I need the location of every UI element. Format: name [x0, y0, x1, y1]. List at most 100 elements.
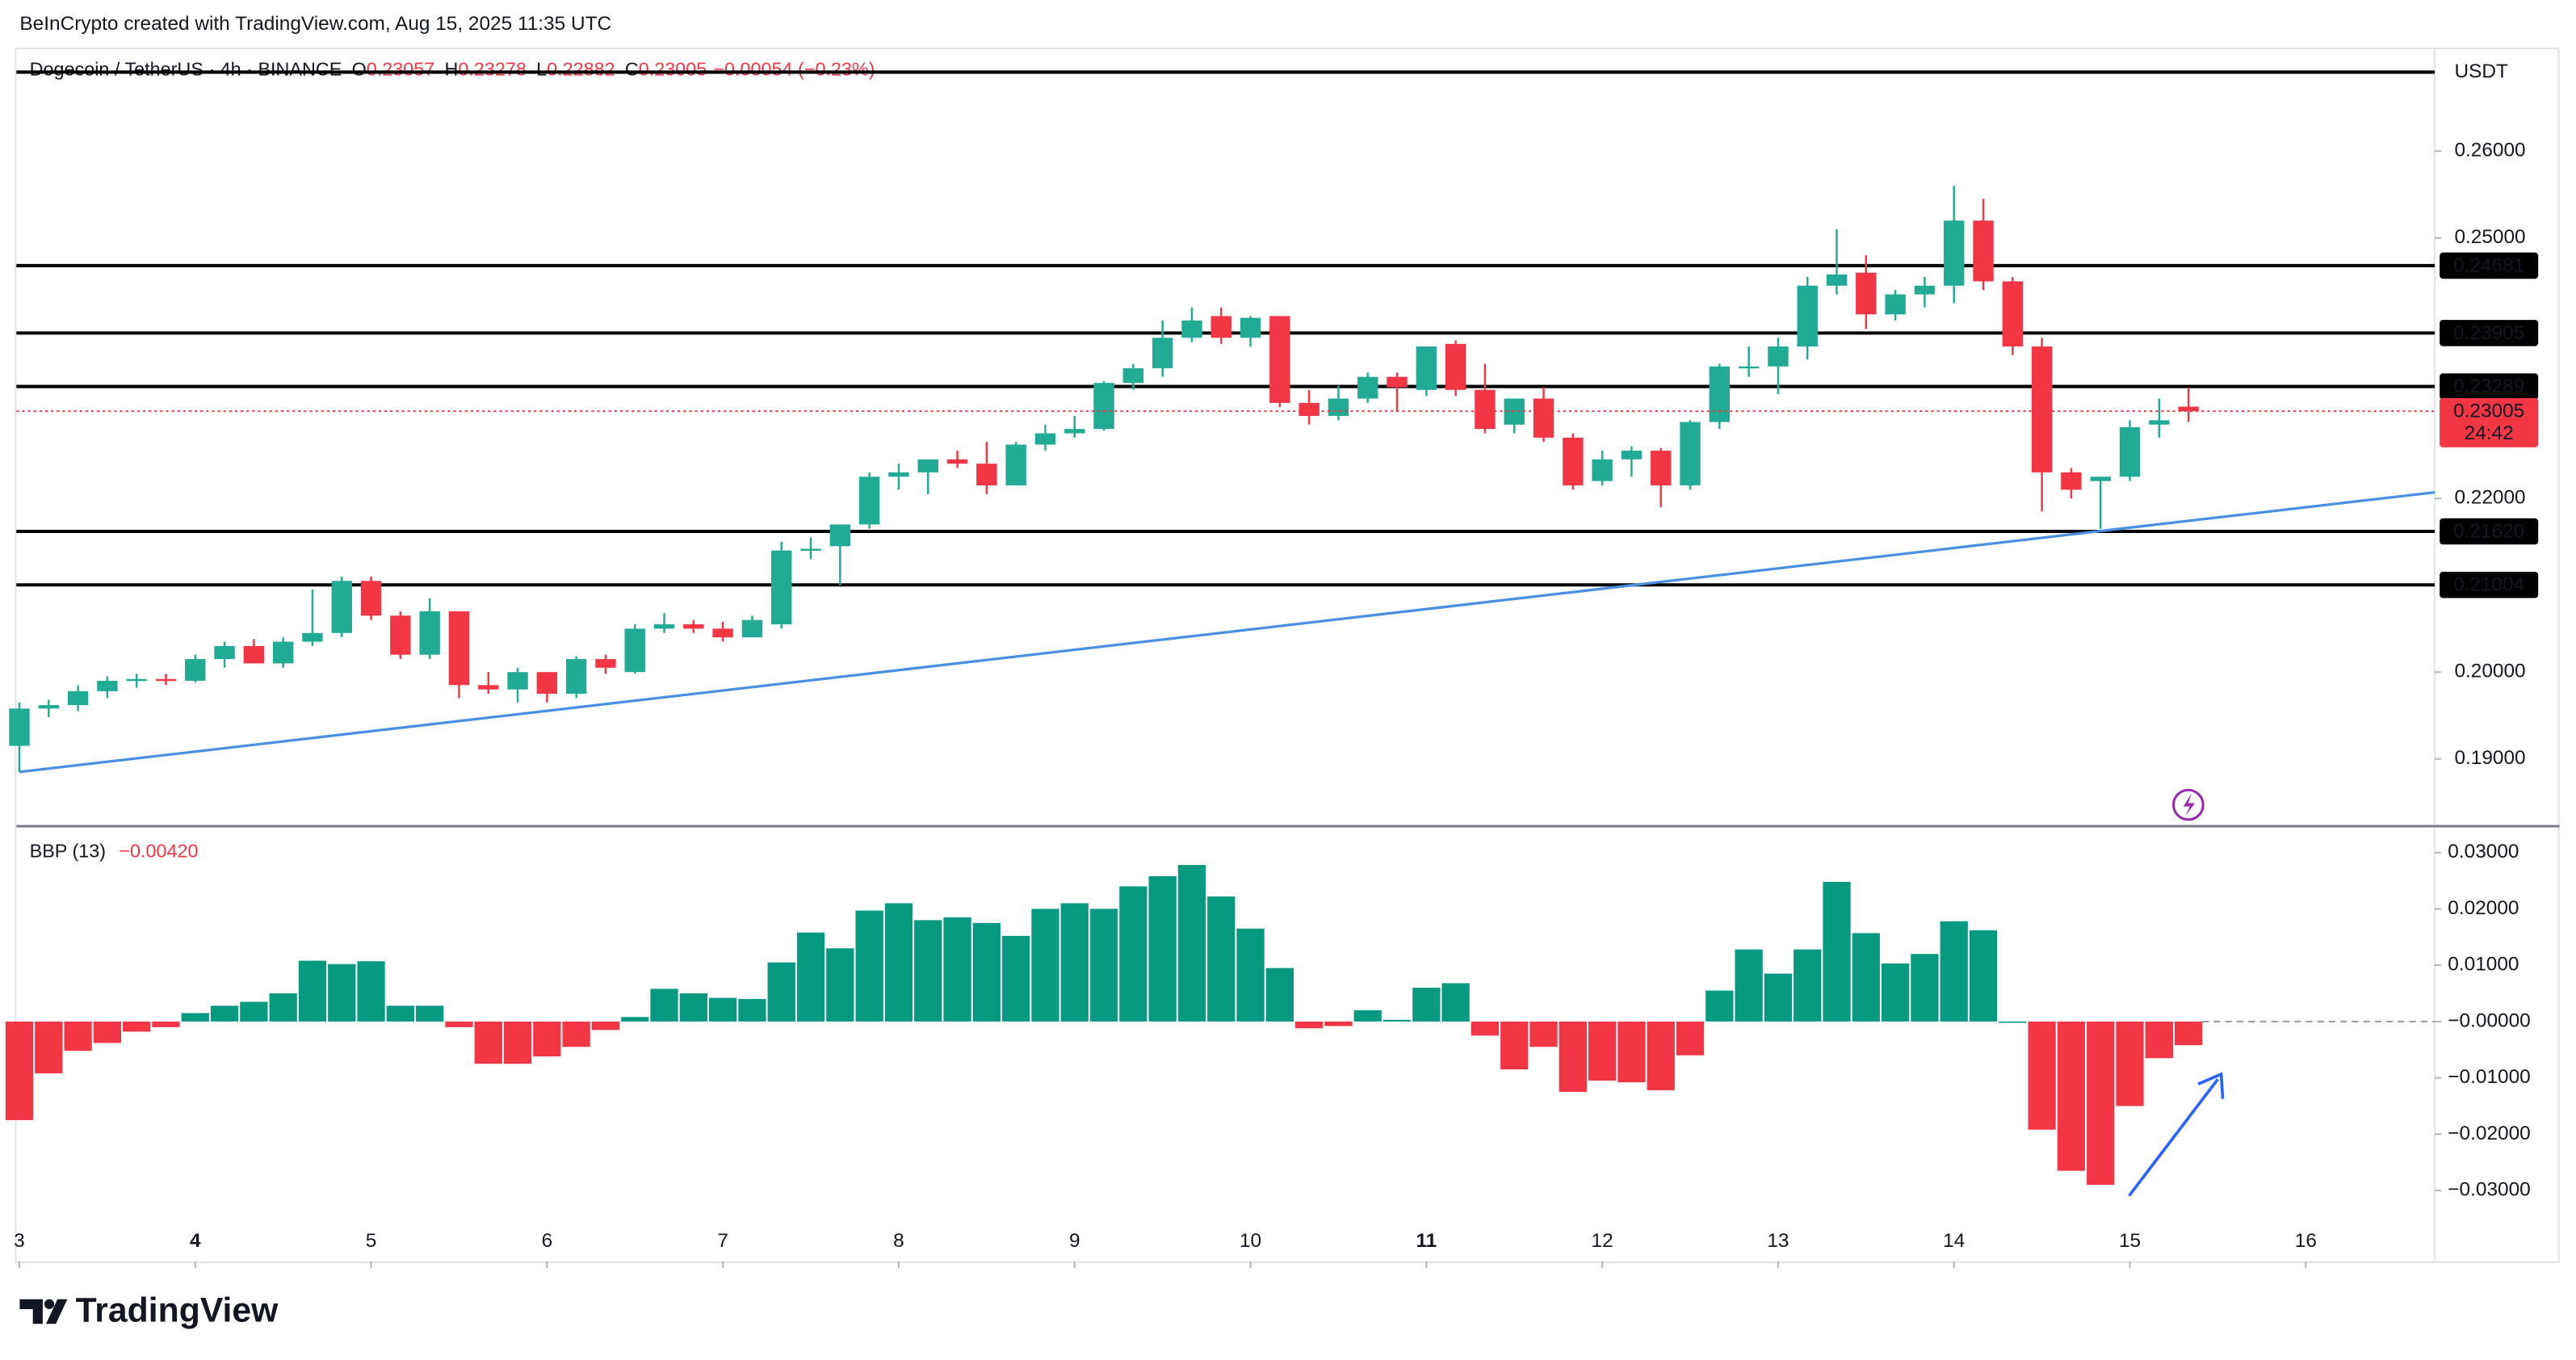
- histogram-bar: [1617, 1021, 1646, 1083]
- candle-body: [2090, 476, 2111, 481]
- ohlc-key: H: [445, 59, 459, 80]
- candle-body: [1240, 317, 1261, 338]
- candle-body: [917, 459, 938, 472]
- y-tick-label: −0.00000: [2448, 1010, 2530, 1031]
- level-label: 0.21620: [2453, 520, 2524, 542]
- current-price-box: [2440, 397, 2539, 447]
- histogram-bar: [1382, 1019, 1412, 1022]
- histogram-bar: [474, 1021, 502, 1064]
- level-label: 0.23289: [2453, 376, 2524, 397]
- candle-body: [1563, 437, 1584, 486]
- histogram-bar: [1265, 968, 1294, 1022]
- candle-body: [38, 705, 59, 709]
- histogram-bar: [826, 948, 854, 1022]
- level-label-box: [2440, 518, 2539, 545]
- y-tick-label: 0.03000: [2448, 841, 2519, 863]
- histogram-bar: [386, 1005, 414, 1022]
- candle-body: [1093, 383, 1114, 430]
- x-tick-label: 12: [1592, 1230, 1613, 1252]
- candle-body: [1914, 285, 1936, 295]
- candle-body: [771, 550, 792, 625]
- candle-body: [272, 641, 294, 664]
- y-tick-label: −0.02000: [2448, 1123, 2530, 1144]
- candle-body: [741, 619, 763, 638]
- candle-body: [1680, 422, 1701, 486]
- histogram-bar: [650, 989, 678, 1022]
- histogram-bar: [621, 1017, 649, 1022]
- histogram-bar: [738, 998, 766, 1022]
- histogram-bar: [943, 917, 971, 1022]
- level-label-box: [2440, 252, 2539, 279]
- x-tick-label: 4: [190, 1230, 201, 1252]
- histogram-bar: [181, 1013, 209, 1022]
- histogram-bar: [1295, 1021, 1324, 1029]
- candle-body: [155, 678, 177, 682]
- countdown-label: 24:42: [2465, 422, 2514, 444]
- histogram-bar: [1529, 1021, 1558, 1047]
- histogram-bar: [2174, 1021, 2203, 1046]
- histogram-bar: [1119, 886, 1147, 1022]
- histogram-bar: [1177, 865, 1206, 1022]
- histogram-bar: [240, 1001, 268, 1022]
- y-tick-label: −0.03000: [2448, 1179, 2530, 1201]
- current-price-label: 0.23005: [2453, 401, 2524, 422]
- histogram-bar: [2116, 1021, 2144, 1106]
- logo-mark: [19, 1299, 68, 1324]
- level-label-box: [2440, 571, 2539, 598]
- indicator-name: BBP (13): [30, 841, 106, 862]
- x-tick-label: 13: [1767, 1230, 1789, 1252]
- ohlc-value: 0.23057: [367, 59, 435, 80]
- histogram-bar: [5, 1021, 34, 1120]
- y-tick-label: 0.02000: [2448, 897, 2519, 919]
- histogram-bar: [445, 1021, 473, 1027]
- histogram-bar: [1705, 990, 1734, 1022]
- candle-body: [1357, 376, 1378, 399]
- ohlc-value: 0.23005: [639, 59, 707, 80]
- histogram-bar: [1002, 935, 1030, 1022]
- candle-body: [1416, 346, 1437, 390]
- y-tick-label: 0.25000: [2454, 226, 2525, 248]
- histogram-bar: [2057, 1021, 2086, 1171]
- histogram-bar: [796, 932, 825, 1022]
- symbol-header: Dogecoin / TetherUS · 4h · BINANCE O0.230…: [30, 59, 875, 80]
- histogram-bar: [1969, 930, 1998, 1022]
- candle-body: [302, 632, 323, 642]
- histogram-bar: [709, 997, 737, 1022]
- histogram-bar: [679, 993, 707, 1022]
- histogram-bar: [1940, 921, 1968, 1022]
- ohlc-key: O: [352, 59, 367, 80]
- histogram-bar: [35, 1021, 63, 1074]
- x-tick-label: 14: [1943, 1230, 1965, 1252]
- candle-body: [1973, 220, 1994, 282]
- annotation-arrow: [2128, 1072, 2225, 1197]
- ohlc-value: 0.23278: [458, 59, 527, 80]
- level-label: 0.21004: [2453, 574, 2524, 596]
- histogram-bar: [1412, 988, 1441, 1022]
- histogram-bar: [972, 922, 1001, 1022]
- candle-body: [1269, 316, 1290, 403]
- candle-body: [1152, 338, 1173, 368]
- frame: [15, 47, 2560, 1264]
- histogram-bar: [1031, 909, 1059, 1022]
- histogram-bar: [2028, 1021, 2056, 1130]
- histogram-bar: [1559, 1021, 1587, 1093]
- x-tick-label: 8: [893, 1230, 904, 1252]
- indicator-header: BBP (13) −0.00420: [30, 841, 199, 862]
- histogram-bar: [1999, 1021, 2027, 1023]
- candle-body: [1709, 366, 1731, 422]
- candle-body: [1034, 433, 1056, 445]
- candle-body: [214, 645, 235, 660]
- histogram-bar: [1471, 1021, 1500, 1036]
- candle-body: [478, 685, 499, 690]
- histogram-bar: [1647, 1021, 1675, 1090]
- lightning-icon: [2172, 788, 2205, 821]
- candle-body: [2119, 427, 2141, 477]
- histogram-bar: [1236, 928, 1265, 1022]
- histogram-bar: [1764, 973, 1793, 1022]
- x-tick-label: 7: [717, 1230, 728, 1252]
- x-tick-label: 15: [2119, 1230, 2141, 1252]
- histogram-bar: [1441, 983, 1470, 1022]
